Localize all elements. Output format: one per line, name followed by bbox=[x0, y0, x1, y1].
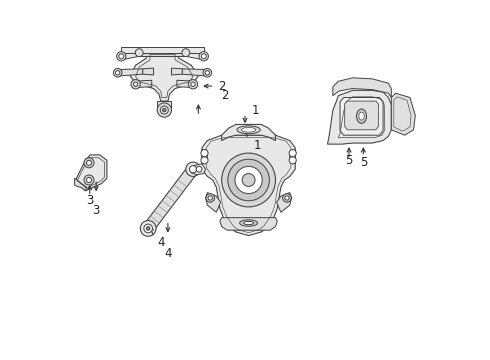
Circle shape bbox=[228, 159, 270, 201]
Circle shape bbox=[203, 68, 212, 77]
Polygon shape bbox=[191, 164, 205, 175]
Text: 4: 4 bbox=[157, 236, 165, 249]
Circle shape bbox=[191, 82, 195, 86]
Polygon shape bbox=[144, 166, 197, 232]
Polygon shape bbox=[392, 93, 416, 135]
Polygon shape bbox=[182, 69, 207, 76]
Polygon shape bbox=[290, 149, 295, 164]
Polygon shape bbox=[130, 51, 198, 101]
Circle shape bbox=[119, 54, 124, 59]
Circle shape bbox=[157, 103, 171, 117]
Circle shape bbox=[163, 108, 166, 112]
Circle shape bbox=[84, 158, 94, 168]
Polygon shape bbox=[202, 135, 295, 235]
Circle shape bbox=[87, 160, 92, 165]
Circle shape bbox=[144, 224, 152, 233]
Polygon shape bbox=[344, 101, 378, 130]
Polygon shape bbox=[74, 155, 107, 191]
Polygon shape bbox=[186, 49, 204, 60]
Circle shape bbox=[190, 166, 196, 173]
Ellipse shape bbox=[244, 221, 254, 225]
Circle shape bbox=[84, 175, 94, 185]
Circle shape bbox=[147, 226, 150, 230]
Circle shape bbox=[242, 174, 255, 186]
Text: 1: 1 bbox=[252, 104, 260, 117]
Polygon shape bbox=[157, 101, 171, 110]
Circle shape bbox=[186, 162, 200, 176]
Circle shape bbox=[113, 68, 122, 77]
Polygon shape bbox=[327, 90, 392, 144]
Circle shape bbox=[283, 194, 291, 202]
Circle shape bbox=[117, 51, 126, 61]
Text: 5: 5 bbox=[345, 154, 353, 167]
Circle shape bbox=[135, 49, 143, 57]
Polygon shape bbox=[122, 47, 204, 53]
Polygon shape bbox=[333, 78, 392, 98]
Polygon shape bbox=[74, 178, 87, 191]
Polygon shape bbox=[177, 80, 193, 87]
Circle shape bbox=[201, 157, 208, 164]
Text: 1: 1 bbox=[254, 139, 261, 152]
Circle shape bbox=[182, 49, 190, 57]
Circle shape bbox=[116, 71, 120, 75]
Polygon shape bbox=[139, 49, 186, 56]
Ellipse shape bbox=[359, 112, 364, 120]
Polygon shape bbox=[122, 49, 139, 60]
Circle shape bbox=[235, 166, 262, 194]
Ellipse shape bbox=[242, 127, 256, 132]
Polygon shape bbox=[340, 98, 383, 135]
Polygon shape bbox=[205, 193, 221, 212]
Circle shape bbox=[131, 80, 140, 89]
Ellipse shape bbox=[237, 126, 260, 134]
Circle shape bbox=[188, 80, 197, 89]
Circle shape bbox=[160, 106, 168, 114]
Text: 5: 5 bbox=[360, 156, 367, 168]
Text: 2: 2 bbox=[218, 80, 225, 93]
Polygon shape bbox=[202, 149, 207, 164]
Circle shape bbox=[196, 166, 202, 172]
Ellipse shape bbox=[357, 109, 367, 123]
Polygon shape bbox=[221, 125, 275, 140]
Ellipse shape bbox=[240, 220, 258, 226]
Text: 2: 2 bbox=[221, 89, 229, 102]
Text: 4: 4 bbox=[164, 247, 171, 260]
Circle shape bbox=[289, 149, 296, 157]
Circle shape bbox=[205, 71, 210, 75]
Polygon shape bbox=[172, 68, 182, 75]
Circle shape bbox=[221, 153, 275, 207]
Circle shape bbox=[87, 177, 92, 183]
Circle shape bbox=[133, 82, 138, 86]
Polygon shape bbox=[220, 218, 277, 230]
Circle shape bbox=[206, 194, 215, 202]
Polygon shape bbox=[136, 80, 152, 87]
Text: 3: 3 bbox=[86, 194, 94, 207]
Circle shape bbox=[140, 221, 156, 236]
Circle shape bbox=[199, 51, 208, 61]
Circle shape bbox=[201, 149, 208, 157]
Circle shape bbox=[285, 196, 289, 200]
Circle shape bbox=[201, 54, 206, 59]
Polygon shape bbox=[276, 193, 292, 212]
Polygon shape bbox=[118, 69, 143, 76]
Circle shape bbox=[289, 157, 296, 164]
Polygon shape bbox=[143, 68, 153, 75]
Circle shape bbox=[208, 196, 212, 200]
Text: 3: 3 bbox=[93, 204, 100, 217]
